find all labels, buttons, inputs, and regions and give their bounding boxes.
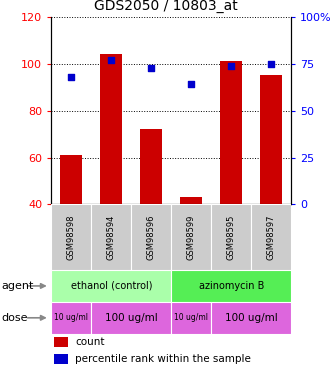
Bar xyxy=(91,204,131,270)
Bar xyxy=(51,302,91,334)
Text: GDS2050 / 10803_at: GDS2050 / 10803_at xyxy=(94,0,237,13)
Text: GSM98597: GSM98597 xyxy=(267,214,276,260)
Bar xyxy=(251,204,291,270)
Bar xyxy=(211,302,291,334)
Text: 10 ug/ml: 10 ug/ml xyxy=(54,314,88,322)
Bar xyxy=(171,270,291,302)
Bar xyxy=(100,54,122,204)
Text: dose: dose xyxy=(2,313,28,323)
Text: azinomycin B: azinomycin B xyxy=(199,281,264,291)
Point xyxy=(109,57,114,63)
Bar xyxy=(140,129,162,204)
Point xyxy=(69,74,74,80)
Bar xyxy=(220,62,242,204)
Bar xyxy=(171,302,211,334)
Text: GSM98598: GSM98598 xyxy=(67,214,76,260)
Bar xyxy=(51,270,171,302)
Bar xyxy=(91,302,171,334)
Text: 100 ug/ml: 100 ug/ml xyxy=(225,313,278,323)
Bar xyxy=(60,155,82,204)
Bar xyxy=(131,204,171,270)
Point xyxy=(149,64,154,70)
Text: 100 ug/ml: 100 ug/ml xyxy=(105,313,158,323)
Bar xyxy=(54,354,68,364)
Text: GSM98594: GSM98594 xyxy=(107,214,116,260)
Text: count: count xyxy=(75,337,105,347)
Bar xyxy=(211,204,251,270)
Bar xyxy=(260,75,282,204)
Text: GSM98596: GSM98596 xyxy=(147,214,156,260)
Text: agent: agent xyxy=(2,281,34,291)
Text: percentile rank within the sample: percentile rank within the sample xyxy=(75,354,251,364)
Point xyxy=(229,63,234,69)
Bar xyxy=(171,204,211,270)
Point xyxy=(189,81,194,87)
Text: 10 ug/ml: 10 ug/ml xyxy=(174,314,208,322)
Text: ethanol (control): ethanol (control) xyxy=(71,281,152,291)
Text: GSM98595: GSM98595 xyxy=(227,214,236,260)
Bar xyxy=(180,197,202,204)
Point xyxy=(269,61,274,67)
Text: GSM98599: GSM98599 xyxy=(187,214,196,260)
Bar xyxy=(54,337,68,347)
Bar xyxy=(51,204,91,270)
